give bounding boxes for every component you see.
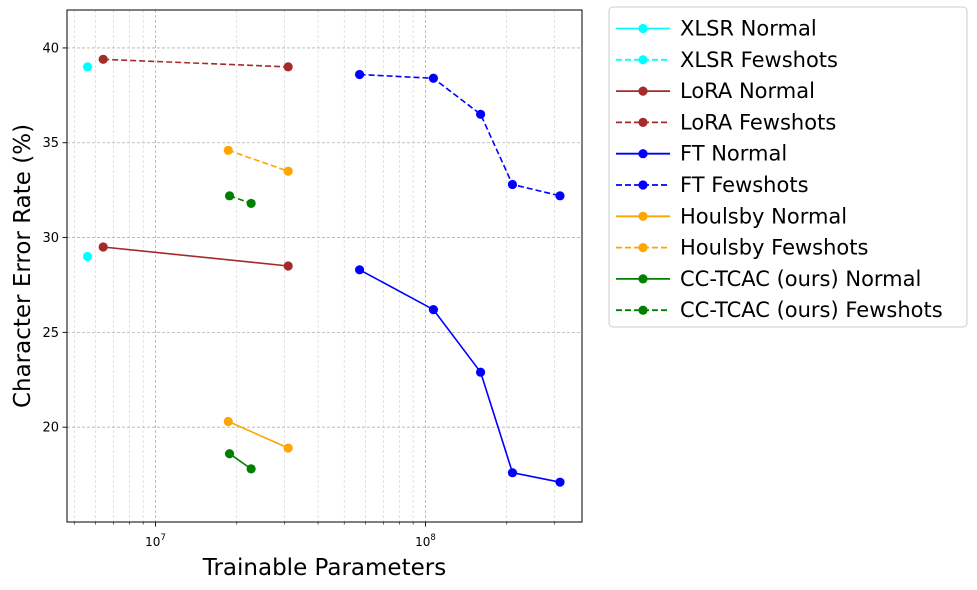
data-point <box>555 477 565 487</box>
data-point <box>507 468 518 478</box>
legend-label: CC-TCAC (ours) Fewshots <box>680 298 943 322</box>
data-point <box>246 198 256 209</box>
y-tick-label: 20 <box>42 421 59 436</box>
legend-item: CC-TCAC (ours) Normal <box>616 267 921 291</box>
legend-box <box>608 6 968 328</box>
series-cc-tcac-ours-fewshots <box>224 191 256 209</box>
legend-label: Houlsby Normal <box>680 204 847 228</box>
data-point <box>283 62 293 72</box>
legend-marker <box>638 211 648 221</box>
legend-marker <box>638 305 648 315</box>
data-point <box>475 109 486 119</box>
data-point <box>283 166 293 176</box>
series-lora-fewshots <box>98 54 293 72</box>
data-point <box>224 449 235 459</box>
legend-marker <box>638 55 648 65</box>
data-point <box>283 261 293 271</box>
legend-marker <box>638 86 648 96</box>
data-point <box>223 416 233 427</box>
legend-item: XLSR Fewshots <box>616 48 838 72</box>
series-houlsby-fewshots <box>223 145 293 176</box>
data-point <box>354 69 365 80</box>
legend-label: Houlsby Fewshots <box>680 236 868 260</box>
y-tick-label: 25 <box>42 326 59 341</box>
data-point <box>354 265 365 275</box>
y-tick-label: 35 <box>42 136 59 151</box>
data-point <box>224 191 235 201</box>
legend-item: FT Normal <box>616 142 787 166</box>
legend-marker <box>638 149 648 159</box>
legend-item: LoRA Fewshots <box>616 110 836 134</box>
legend-item: Houlsby Normal <box>616 204 847 228</box>
data-point <box>82 251 93 262</box>
axis-ticks: 20 25 30 35 40 107 108 <box>42 41 555 549</box>
series-line <box>103 246 289 267</box>
legend-label: XLSR Fewshots <box>680 48 838 72</box>
series-line <box>228 149 289 172</box>
legend-item: XLSR Normal <box>616 17 817 41</box>
legend-marker <box>638 274 648 284</box>
series-houlsby-normal <box>223 416 293 453</box>
series-xlsr-normal <box>82 251 93 262</box>
series-line <box>359 73 561 197</box>
data-point <box>98 242 108 252</box>
data-point <box>246 464 256 474</box>
x-tick-label: 108 <box>415 533 436 549</box>
data-point <box>428 73 439 83</box>
legend-item: FT Fewshots <box>616 173 809 197</box>
plot-frame <box>66 9 583 523</box>
legend-label: CC-TCAC (ours) Normal <box>680 267 921 291</box>
series-ft-fewshots <box>354 69 565 201</box>
legend-label: LoRA Fewshots <box>680 110 836 134</box>
legend-label: LoRA Normal <box>680 79 815 103</box>
x-tick-label: 107 <box>145 533 166 549</box>
data-point <box>283 443 293 453</box>
legend-marker <box>638 23 648 34</box>
data-point <box>82 62 93 72</box>
legend-marker <box>638 117 648 127</box>
legend-item: CC-TCAC (ours) Fewshots <box>616 298 943 322</box>
series-lora-normal <box>98 242 293 271</box>
data-point <box>555 191 565 201</box>
legend-label: XLSR Normal <box>680 17 817 41</box>
y-tick-label: 30 <box>42 231 59 246</box>
grid <box>67 10 582 522</box>
series-line <box>103 58 289 68</box>
legend-item: Houlsby Fewshots <box>616 236 868 260</box>
series-xlsr-fewshots <box>82 62 93 72</box>
data-point <box>507 179 518 190</box>
series-ft-normal <box>354 265 565 487</box>
legend-marker <box>638 243 648 253</box>
legend-label: FT Normal <box>680 142 787 166</box>
series-line <box>227 420 289 449</box>
series-group <box>82 54 565 487</box>
series-cc-tcac-ours-normal <box>224 449 256 474</box>
y-axis-title: Character Error Rate (%) <box>10 124 36 408</box>
data-point <box>223 145 233 155</box>
data-point <box>428 305 439 315</box>
data-point <box>475 367 486 377</box>
data-point <box>98 54 108 64</box>
legend-marker <box>638 180 648 190</box>
legend: XLSR Normal XLSR Fewshots LoRA Normal LoRA … <box>608 6 968 328</box>
x-axis-title: Trainable Parameters <box>202 555 446 581</box>
legend-label: FT Fewshots <box>680 173 809 197</box>
y-tick-label: 40 <box>42 41 59 56</box>
legend-item: LoRA Normal <box>616 79 815 103</box>
